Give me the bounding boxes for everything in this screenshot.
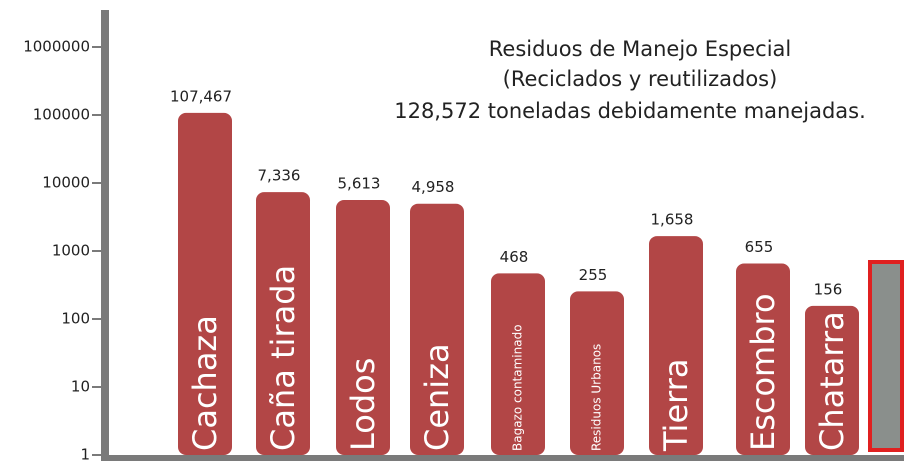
bar	[336, 200, 390, 455]
y-tick-label: 100	[61, 310, 90, 328]
category-label: Caña tirada	[264, 265, 302, 451]
bar	[649, 236, 703, 455]
y-tick-label: 1	[80, 446, 90, 461]
value-label: 107,467	[170, 87, 232, 105]
bar	[805, 305, 859, 455]
value-label: 156	[814, 280, 843, 298]
y-tick-label: 1000000	[23, 38, 90, 56]
chart-title: Residuos de Manejo Especial	[489, 37, 792, 61]
bar	[178, 112, 232, 455]
y-tick-label: 10	[71, 378, 90, 396]
bar	[570, 291, 624, 455]
photo	[868, 260, 904, 452]
bar	[410, 203, 464, 455]
category-label: Ceniza	[418, 343, 456, 451]
y-tick-label: 1000	[52, 242, 90, 260]
category-label: Lodos	[344, 358, 382, 451]
category-label: Tierra	[657, 359, 695, 453]
category-label: Chatarra	[813, 311, 851, 451]
value-label: 1,658	[651, 211, 694, 229]
value-label: 255	[579, 266, 608, 284]
bar	[256, 192, 310, 455]
value-label: 4,958	[412, 178, 455, 196]
value-label: 7,336	[258, 167, 301, 185]
value-label: 5,613	[338, 175, 381, 193]
value-label: 468	[500, 248, 529, 266]
bar	[491, 273, 545, 455]
y-tick-label: 100000	[33, 106, 90, 124]
y-tick-label: 10000	[42, 174, 90, 192]
category-label: Escombro	[744, 293, 782, 451]
category-label: Residuos Urbanos	[590, 344, 604, 451]
value-label: 655	[745, 238, 774, 256]
annotation: 128,572 toneladas debidamente manejadas.	[394, 99, 866, 123]
category-label: Cachaza	[186, 315, 224, 451]
bar	[736, 263, 790, 455]
category-label: Bagazo contaminado	[511, 324, 525, 451]
chart-subtitle: (Reciclados y reutilizados)	[503, 67, 778, 91]
